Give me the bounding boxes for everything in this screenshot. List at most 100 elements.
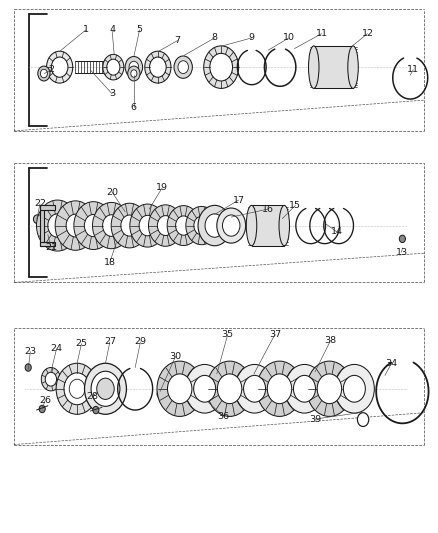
Circle shape <box>103 54 124 80</box>
Text: 36: 36 <box>217 412 230 421</box>
Text: 8: 8 <box>212 34 218 43</box>
Circle shape <box>204 46 239 88</box>
Circle shape <box>69 379 85 398</box>
Circle shape <box>176 216 191 235</box>
Text: 11: 11 <box>316 29 328 38</box>
Circle shape <box>194 375 215 402</box>
Text: 29: 29 <box>134 337 146 346</box>
Circle shape <box>40 69 47 78</box>
Circle shape <box>157 390 163 398</box>
Circle shape <box>343 375 365 402</box>
Text: 15: 15 <box>290 201 301 210</box>
Text: 23: 23 <box>25 347 36 356</box>
Circle shape <box>36 200 78 251</box>
Text: 27: 27 <box>104 337 116 346</box>
Circle shape <box>205 214 224 237</box>
Text: 4: 4 <box>109 26 115 35</box>
Text: 19: 19 <box>156 183 168 192</box>
Bar <box>40 205 44 246</box>
Bar <box>40 241 55 246</box>
Text: 9: 9 <box>249 34 255 43</box>
Circle shape <box>51 57 68 77</box>
Circle shape <box>198 205 231 246</box>
Circle shape <box>284 365 325 413</box>
Circle shape <box>74 201 113 249</box>
Circle shape <box>97 378 114 399</box>
Text: 20: 20 <box>106 188 118 197</box>
Circle shape <box>91 371 120 406</box>
Circle shape <box>217 208 246 243</box>
Text: 17: 17 <box>233 196 245 205</box>
Ellipse shape <box>279 205 290 246</box>
Circle shape <box>128 66 140 81</box>
Text: 16: 16 <box>262 205 274 214</box>
Bar <box>40 205 55 209</box>
Text: 25: 25 <box>75 339 88 348</box>
Circle shape <box>178 61 188 74</box>
Text: 2: 2 <box>48 66 54 74</box>
Circle shape <box>150 57 166 77</box>
Circle shape <box>293 375 315 402</box>
Circle shape <box>357 413 369 426</box>
Circle shape <box>92 203 131 249</box>
Circle shape <box>145 51 171 83</box>
Circle shape <box>41 368 60 391</box>
Circle shape <box>111 203 148 248</box>
Circle shape <box>107 59 120 75</box>
Circle shape <box>55 201 96 251</box>
Circle shape <box>38 66 50 81</box>
Circle shape <box>56 364 98 414</box>
Circle shape <box>334 365 374 413</box>
Text: 28: 28 <box>86 392 99 401</box>
Text: 13: 13 <box>396 248 408 257</box>
Circle shape <box>399 235 406 243</box>
Circle shape <box>85 214 102 237</box>
Text: 18: 18 <box>104 258 116 266</box>
Bar <box>251 205 284 246</box>
Circle shape <box>130 204 165 247</box>
Circle shape <box>223 215 240 236</box>
Circle shape <box>129 61 139 73</box>
Ellipse shape <box>246 205 257 246</box>
Ellipse shape <box>348 46 358 88</box>
Circle shape <box>121 215 138 236</box>
Circle shape <box>244 375 265 402</box>
Circle shape <box>194 216 209 235</box>
Circle shape <box>210 53 233 81</box>
Text: 38: 38 <box>324 336 336 345</box>
Circle shape <box>267 374 292 403</box>
Text: 1: 1 <box>83 26 89 35</box>
Circle shape <box>186 206 217 245</box>
Text: 7: 7 <box>174 36 180 45</box>
Text: 10: 10 <box>283 34 295 43</box>
Circle shape <box>125 56 143 78</box>
Text: 24: 24 <box>50 344 63 353</box>
Text: 26: 26 <box>39 396 51 405</box>
Circle shape <box>85 364 127 414</box>
Circle shape <box>174 56 192 78</box>
Text: 12: 12 <box>361 29 374 38</box>
Text: 34: 34 <box>385 359 398 368</box>
Circle shape <box>48 214 67 237</box>
Circle shape <box>257 361 302 416</box>
Circle shape <box>66 214 85 237</box>
Circle shape <box>45 372 57 386</box>
Circle shape <box>317 374 342 403</box>
Circle shape <box>46 51 73 83</box>
Circle shape <box>167 206 200 246</box>
Circle shape <box>235 365 275 413</box>
Text: 35: 35 <box>222 330 234 339</box>
Circle shape <box>93 406 99 414</box>
Circle shape <box>157 361 202 416</box>
Text: 22: 22 <box>34 199 46 208</box>
Text: 37: 37 <box>269 330 281 339</box>
Circle shape <box>307 361 352 416</box>
Ellipse shape <box>308 46 319 88</box>
Circle shape <box>39 405 45 413</box>
Circle shape <box>148 205 183 246</box>
Text: 30: 30 <box>169 352 181 361</box>
Text: 21: 21 <box>45 244 57 253</box>
Text: 39: 39 <box>309 415 321 424</box>
Text: 11: 11 <box>407 66 419 74</box>
Text: 5: 5 <box>137 26 142 35</box>
